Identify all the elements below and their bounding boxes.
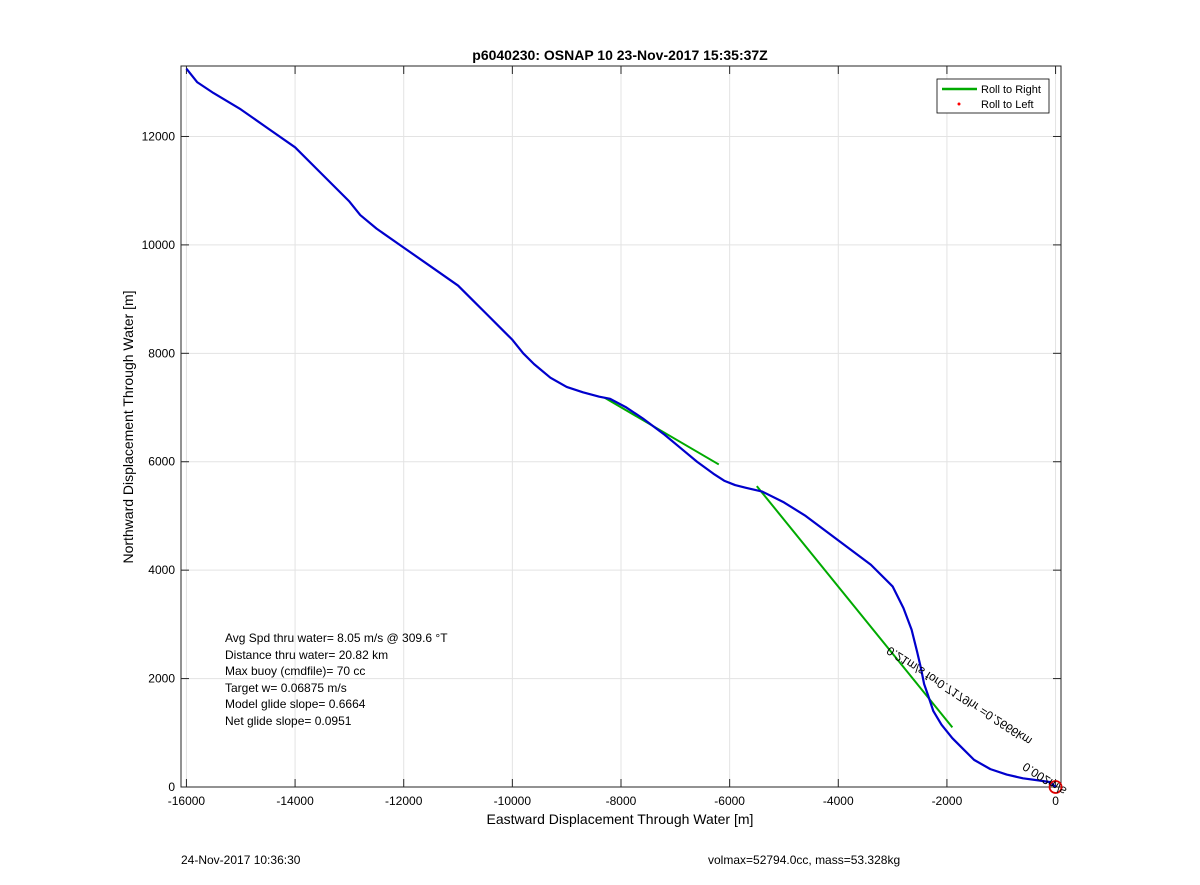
end-marker: [1048, 780, 1063, 794]
stat-target-w: Target w= 0.06875 m/s: [225, 681, 347, 695]
y-tick-label: 0: [168, 780, 175, 794]
chart-title: p6040230: OSNAP 10 23-Nov-2017 15:35:37Z: [472, 47, 768, 63]
x-tick-label: -2000: [932, 794, 963, 808]
tick-labels: -16000 -14000 -12000 -10000 -8000 -6000 -4000 -…: [142, 129, 1060, 808]
y-tick-label: 12000: [142, 129, 176, 143]
stats-annotation: Avg Spd thru water= 8.05 m/s @ 309.6 °T …: [225, 631, 448, 728]
grid: [181, 66, 1061, 788]
y-tick-label: 2000: [148, 672, 175, 686]
legend-roll-left-label: Roll to Left: [981, 99, 1034, 111]
legend-roll-left-swatch: [957, 102, 961, 106]
x-axis-label: Eastward Displacement Through Water [m]: [487, 811, 754, 827]
stat-net-glide: Net glide slope= 0.0951: [225, 714, 352, 728]
axes: [180, 65, 1062, 788]
stat-avg-speed: Avg Spd thru water= 8.05 m/s @ 309.6 °T: [225, 631, 448, 645]
x-tick-label: -12000: [385, 794, 423, 808]
y-tick-label: 8000: [148, 346, 175, 360]
y-tick-label: 6000: [148, 455, 175, 469]
roll-right-segment: [604, 396, 720, 466]
footer-timestamp: 24-Nov-2017 10:36:30: [181, 853, 301, 867]
x-tick-label: -14000: [276, 794, 314, 808]
roll-right-segment: [756, 485, 954, 728]
stat-max-buoy: Max buoy (cmdfile)= 70 cc: [225, 664, 365, 678]
legend-roll-right-label: Roll to Right: [981, 84, 1041, 96]
current-annotation: 0.21m/s for0.7179hr =0.2666km: [884, 643, 1035, 748]
legend: Roll to Right Roll to Left: [936, 78, 1050, 114]
x-tick-label: -8000: [606, 794, 637, 808]
track-line: [185, 68, 1057, 788]
x-tick-label: -4000: [823, 794, 854, 808]
y-axis-label: Northward Displacement Through Water [m]: [120, 290, 136, 563]
y-tick-label: 10000: [142, 238, 176, 252]
x-tick-label: 0: [1052, 794, 1059, 808]
stat-model-glide: Model glide slope= 0.6664: [225, 697, 366, 711]
y-tick-label: 4000: [148, 563, 175, 577]
footer-glider-params: volmax=52794.0cc, mass=53.328kg: [708, 853, 901, 867]
x-tick-label: -10000: [494, 794, 532, 808]
x-tick-label: -16000: [168, 794, 206, 808]
series: [185, 68, 1063, 794]
x-tick-label: -6000: [714, 794, 745, 808]
stat-distance: Distance thru water= 20.82 km: [225, 648, 388, 662]
